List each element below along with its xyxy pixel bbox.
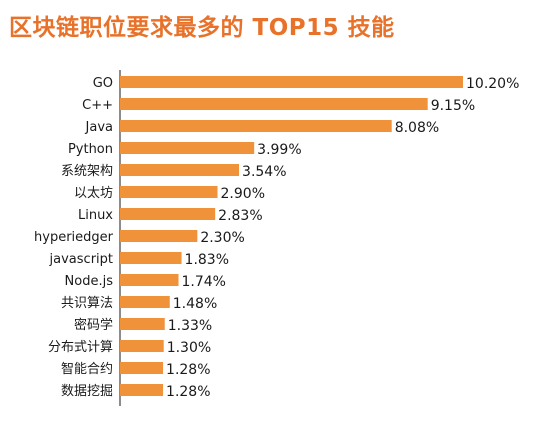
bar-12 (120, 340, 164, 352)
category-label-5: 以太坊 (74, 186, 113, 201)
bar-4 (120, 164, 240, 176)
value-label-0: 10.20% (466, 76, 519, 92)
bar-0 (120, 76, 463, 88)
category-label-2: Java (85, 120, 113, 135)
bar-3 (120, 142, 255, 154)
bar-10 (120, 296, 170, 308)
category-label-4: 系统架构 (61, 164, 113, 179)
chart-title: 区块链职位要求最多的 TOP15 技能 (9, 15, 395, 41)
bar-1 (120, 98, 428, 110)
value-label-2: 8.08% (395, 120, 439, 136)
value-label-14: 1.28% (166, 384, 210, 400)
value-label-4: 3.54% (242, 164, 286, 180)
value-label-8: 1.83% (185, 252, 229, 268)
category-label-11: 密码学 (74, 317, 113, 333)
category-label-9: Node.js (65, 274, 114, 289)
category-label-0: GO (93, 76, 113, 91)
bars-group (120, 76, 463, 396)
category-label-10: 共识算法 (61, 296, 113, 311)
category-label-14: 数据挖掘 (61, 384, 113, 399)
value-label-1: 9.15% (431, 98, 475, 114)
bar-2 (120, 120, 392, 132)
value-label-5: 2.90% (221, 186, 265, 202)
category-label-3: Python (68, 142, 113, 157)
value-label-11: 1.33% (168, 318, 212, 334)
bar-9 (120, 274, 179, 286)
value-label-9: 1.74% (182, 274, 226, 290)
category-label-7: hyperiedger (34, 230, 114, 245)
category-label-6: Linux (78, 208, 113, 223)
bar-8 (120, 252, 182, 264)
bar-11 (120, 318, 165, 330)
value-label-3: 3.99% (257, 142, 301, 158)
value-label-10: 1.48% (173, 296, 217, 312)
value-labels-group: 10.20% 9.15% 8.08% 3.99% 3.54% 2.90% 2.83% 2.30… (166, 76, 519, 400)
category-label-8: javascript (49, 252, 113, 267)
value-label-13: 1.28% (166, 362, 210, 378)
category-label-1: C++ (82, 98, 113, 113)
value-label-6: 2.83% (218, 208, 262, 224)
bar-13 (120, 362, 164, 374)
value-label-7: 2.30% (200, 230, 244, 246)
category-label-12: 分布式计算 (48, 340, 113, 355)
value-label-12: 1.30% (167, 340, 211, 356)
bar-5 (120, 186, 218, 198)
bar-7 (120, 230, 198, 242)
bar-6 (120, 208, 216, 220)
bar-14 (120, 384, 164, 396)
category-label-13: 智能合约 (61, 362, 113, 377)
